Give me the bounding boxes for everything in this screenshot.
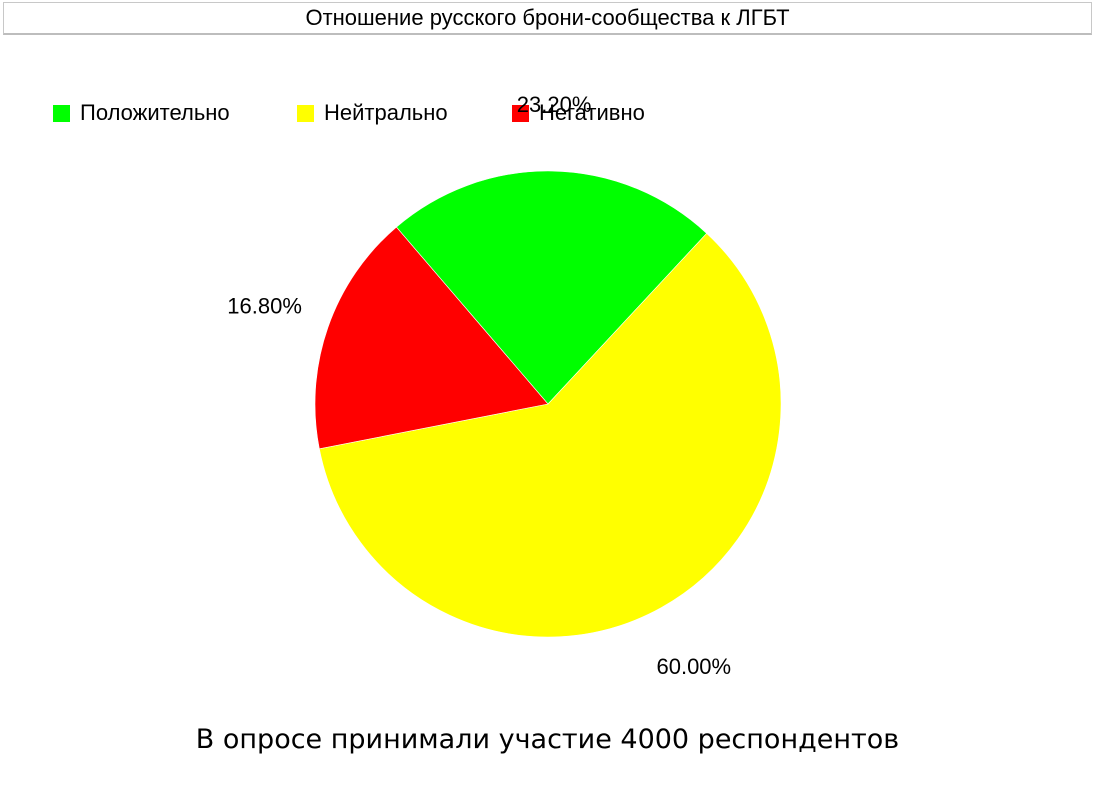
legend-swatch-negative <box>512 104 529 122</box>
legend-label-neutral: Нейтрально <box>324 100 448 125</box>
legend-label-negative: Негативно <box>539 100 645 125</box>
legend-label-positive: Положительно <box>80 100 230 125</box>
chart-title-text: Отношение русского брони-сообщества к ЛГ… <box>305 5 790 30</box>
slice-label-positive: 23.20% <box>517 92 592 117</box>
legend-swatch-positive <box>53 104 70 122</box>
slice-label-neutral: 60.00% <box>656 654 731 679</box>
legend-item-neutral: Нейтрально <box>297 99 448 127</box>
slice-label-negative: 16.80% <box>227 294 302 319</box>
legend-item-negative: Негативно <box>512 99 645 127</box>
survey-footnote: В опросе принимали участие 4000 респонде… <box>195 724 900 755</box>
legend-swatch-neutral <box>297 104 314 122</box>
pie-slice-neutral <box>318 232 782 638</box>
chart-title: Отношение русского брони-сообщества к ЛГ… <box>3 2 1092 35</box>
legend-item-positive: Положительно <box>53 99 230 127</box>
pie-slice-negative <box>314 226 549 450</box>
pie-slice-positive <box>395 170 708 405</box>
